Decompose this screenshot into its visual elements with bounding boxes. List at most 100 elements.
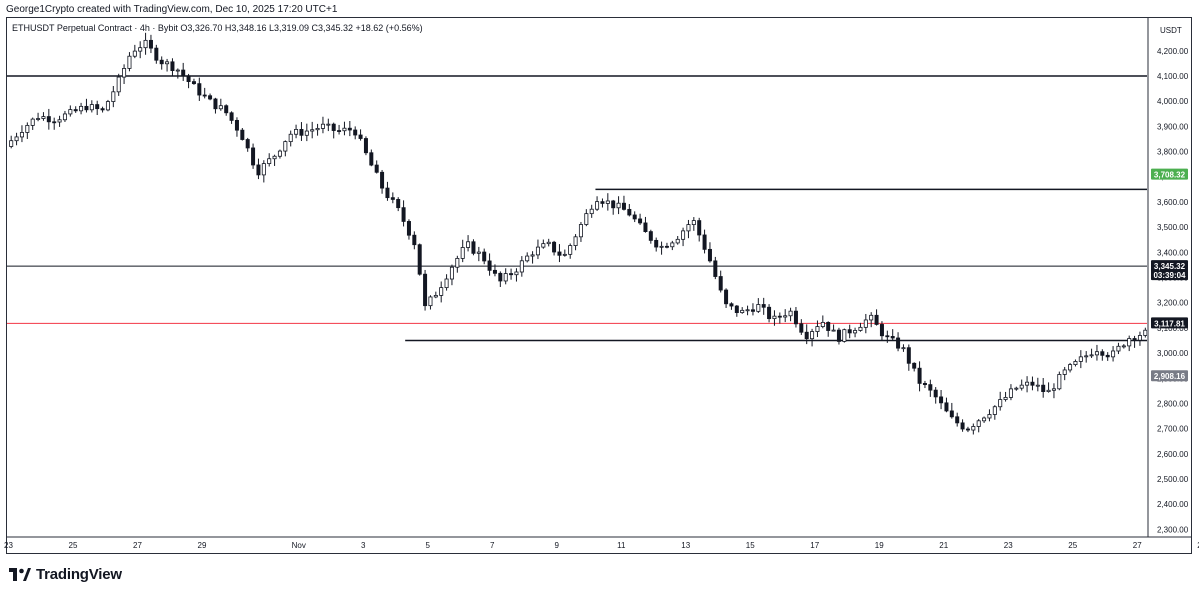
candle-down bbox=[353, 129, 358, 136]
candle-up bbox=[1116, 345, 1121, 352]
candle-down bbox=[890, 336, 895, 339]
y-tick-label: 2,600.00 bbox=[1157, 450, 1189, 459]
candle-down bbox=[600, 201, 605, 204]
candle-up bbox=[1025, 381, 1030, 386]
candle-down bbox=[423, 273, 428, 307]
candle-up bbox=[127, 55, 132, 69]
candle-up bbox=[277, 150, 282, 157]
symbol-legend: ETHUSDT Perpetual Contract · 4h · Bybit … bbox=[12, 23, 423, 33]
candle-down bbox=[1105, 354, 1110, 358]
candle-down bbox=[256, 164, 261, 176]
candle-up bbox=[1094, 351, 1099, 356]
candle-up bbox=[1137, 335, 1142, 341]
candle-up bbox=[1046, 389, 1051, 392]
candle-up bbox=[261, 163, 266, 176]
y-tick-label: 3,200.00 bbox=[1157, 299, 1189, 308]
candle-up bbox=[992, 406, 997, 415]
candle-up bbox=[783, 315, 788, 318]
candle-down bbox=[643, 222, 648, 233]
candle-up bbox=[998, 399, 1003, 408]
x-tick-label: 11 bbox=[617, 541, 626, 550]
candle-down bbox=[960, 422, 965, 430]
candle-up bbox=[1008, 388, 1013, 398]
candle-up bbox=[294, 129, 299, 135]
y-tick-label: 4,000.00 bbox=[1157, 97, 1189, 106]
candle-down bbox=[1154, 332, 1157, 342]
candle-up bbox=[541, 243, 546, 248]
candle-up bbox=[686, 224, 691, 232]
candle-down bbox=[170, 61, 175, 71]
y-tick-label: 3,500.00 bbox=[1157, 223, 1189, 232]
candle-up bbox=[670, 242, 675, 248]
candle-up bbox=[1073, 361, 1078, 366]
candle-down bbox=[965, 428, 970, 431]
candle-up bbox=[1111, 350, 1116, 358]
candle-up bbox=[842, 329, 847, 342]
candle-up bbox=[869, 314, 874, 321]
candle-down bbox=[240, 129, 245, 140]
tradingview-logo-icon bbox=[9, 567, 31, 581]
candle-up bbox=[1003, 397, 1008, 400]
candle-down bbox=[1171, 335, 1174, 337]
candle-down bbox=[627, 208, 632, 216]
candle-up bbox=[756, 304, 761, 312]
candle-down bbox=[767, 306, 772, 320]
y-tick-label: 2,800.00 bbox=[1157, 399, 1189, 408]
candle-up bbox=[1084, 355, 1089, 358]
candle-up bbox=[132, 50, 137, 57]
candle-down bbox=[1192, 326, 1195, 327]
candle-up bbox=[1127, 338, 1132, 347]
candle-up bbox=[62, 113, 67, 121]
tradingview-brand[interactable]: TradingView bbox=[9, 566, 122, 583]
candle-down bbox=[492, 269, 497, 274]
y-tick-label: 3,800.00 bbox=[1157, 148, 1189, 157]
plot-area bbox=[7, 32, 1195, 435]
candle-down bbox=[186, 75, 191, 82]
candle-up bbox=[1068, 364, 1073, 371]
candle-down bbox=[1030, 381, 1035, 386]
candle-up bbox=[439, 287, 444, 296]
x-tick-label: 13 bbox=[681, 541, 690, 550]
candle-up bbox=[428, 296, 433, 307]
candle-up bbox=[79, 105, 84, 112]
y-tick-label: 2,500.00 bbox=[1157, 475, 1189, 484]
candle-down bbox=[552, 241, 557, 253]
candle-up bbox=[901, 347, 906, 350]
candle-down bbox=[928, 384, 933, 391]
candle-up bbox=[138, 47, 143, 52]
candle-down bbox=[154, 47, 159, 61]
x-tick-label: 23 bbox=[4, 541, 13, 550]
candle-up bbox=[546, 241, 551, 245]
candle-up bbox=[568, 245, 573, 255]
candle-up bbox=[1035, 384, 1040, 387]
candle-down bbox=[799, 323, 804, 333]
candle-down bbox=[836, 329, 841, 342]
brand-name: TradingView bbox=[36, 566, 122, 583]
candle-down bbox=[337, 130, 342, 132]
candle-down bbox=[939, 396, 944, 404]
candle-down bbox=[52, 121, 57, 124]
candle-up bbox=[525, 255, 530, 262]
candle-down bbox=[380, 171, 385, 189]
candle-down bbox=[697, 220, 702, 236]
candle-up bbox=[466, 241, 471, 248]
price-badge-entry bbox=[1151, 317, 1188, 329]
candle-up bbox=[9, 140, 14, 147]
candle-down bbox=[358, 134, 363, 139]
candle-down bbox=[793, 310, 798, 325]
candle-up bbox=[165, 61, 170, 65]
price-badge-stop-value: 2,908.16 bbox=[1154, 372, 1186, 381]
x-tick-label: 19 bbox=[875, 541, 884, 550]
candle-down bbox=[761, 304, 766, 308]
candle-down bbox=[664, 245, 669, 248]
candle-down bbox=[1132, 338, 1137, 341]
candle-up bbox=[68, 109, 73, 115]
candle-up bbox=[342, 127, 347, 132]
candle-up bbox=[310, 129, 315, 132]
candle-up bbox=[595, 201, 600, 210]
candle-up bbox=[605, 200, 610, 204]
candle-down bbox=[390, 197, 395, 200]
y-tick-label: 2,700.00 bbox=[1157, 425, 1189, 434]
candle-down bbox=[181, 69, 186, 77]
